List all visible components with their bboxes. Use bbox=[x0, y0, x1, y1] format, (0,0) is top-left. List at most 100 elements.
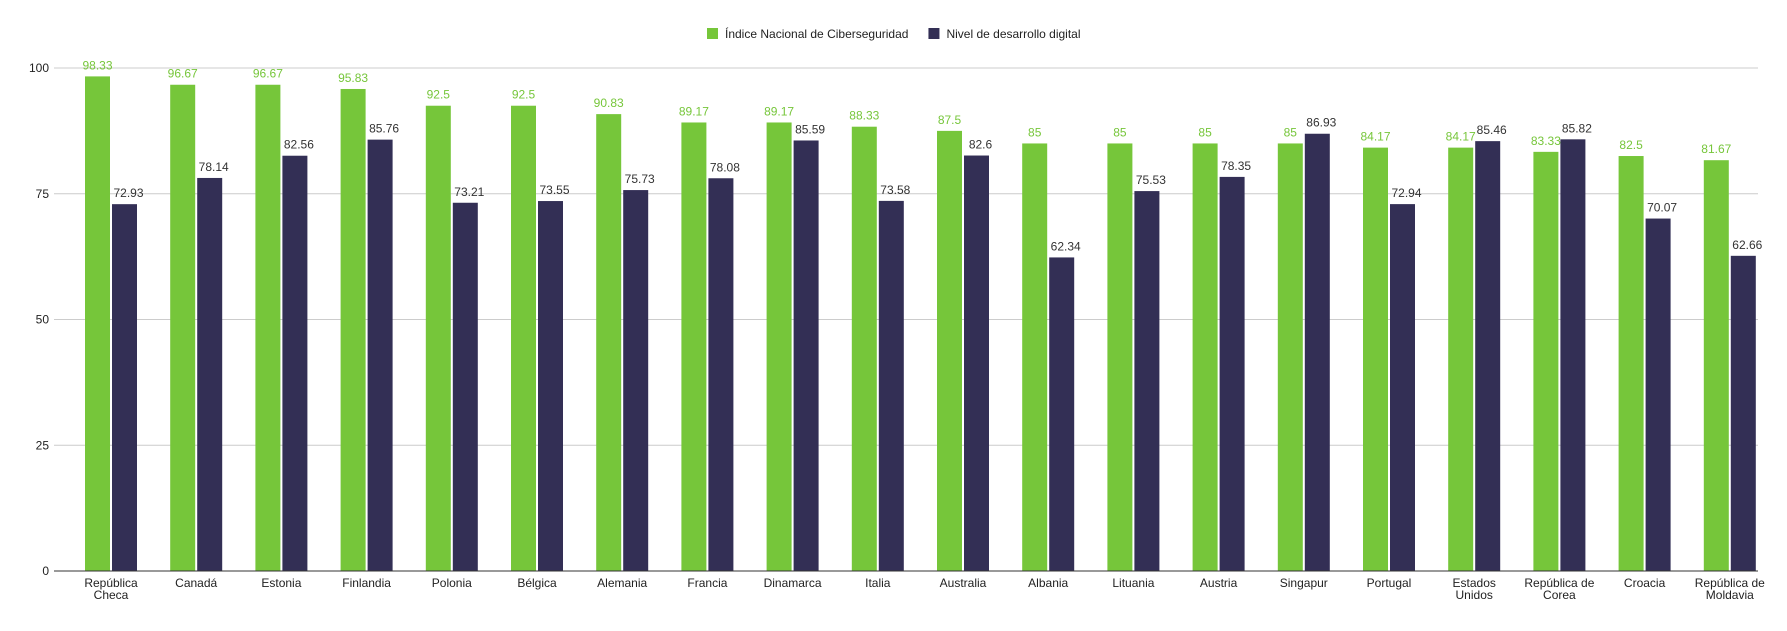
bar-desarrollo-digital bbox=[1390, 204, 1415, 571]
data-label: 85 bbox=[1284, 125, 1298, 139]
legend-item: Índice Nacional de Ciberseguridad bbox=[707, 26, 908, 41]
bar-ciberseguridad bbox=[1022, 143, 1048, 571]
category-group: 87.5 82.6 bbox=[937, 113, 993, 571]
x-tick-label: Austria bbox=[1200, 576, 1238, 590]
data-label: 83.33 bbox=[1531, 134, 1561, 148]
bar-desarrollo-digital bbox=[1304, 133, 1330, 571]
bar-ciberseguridad bbox=[766, 122, 792, 571]
bar-desarrollo-digital bbox=[623, 190, 649, 571]
data-label: 88.33 bbox=[849, 109, 879, 123]
x-tick-label: Alemania bbox=[597, 576, 647, 590]
bar-desarrollo-digital bbox=[793, 140, 819, 571]
category-group: 85 62.34 bbox=[1022, 125, 1081, 571]
x-tick-label: Finlandia bbox=[342, 576, 391, 590]
bar-desarrollo-digital bbox=[1049, 257, 1075, 571]
category-group: 85 75.53 bbox=[1107, 125, 1166, 571]
data-label: 75.73 bbox=[625, 172, 655, 186]
data-label: 82.56 bbox=[284, 138, 314, 152]
bar-desarrollo-digital bbox=[538, 201, 563, 571]
x-tick-label: Canadá bbox=[175, 576, 217, 590]
bar-ciberseguridad bbox=[681, 122, 707, 571]
bar-ciberseguridad bbox=[85, 76, 110, 572]
data-label: 78.14 bbox=[199, 160, 229, 174]
y-tick-label: 25 bbox=[36, 438, 50, 452]
data-label: 72.93 bbox=[113, 186, 143, 200]
bar-desarrollo-digital bbox=[282, 155, 308, 571]
bar-ciberseguridad bbox=[340, 88, 366, 571]
bar-desarrollo-digital bbox=[1645, 218, 1671, 571]
bar-desarrollo-digital bbox=[367, 139, 393, 571]
bar-desarrollo-digital bbox=[197, 177, 223, 571]
bar-desarrollo-digital bbox=[112, 204, 137, 571]
x-tick-label: República de Moldavia bbox=[1695, 576, 1765, 602]
data-label: 62.66 bbox=[1732, 238, 1762, 252]
category-group: 85 78.35 bbox=[1192, 125, 1251, 571]
bar-ciberseguridad bbox=[511, 105, 536, 571]
category-group: 96.67 82.56 bbox=[253, 67, 314, 571]
bar-ciberseguridad bbox=[596, 114, 622, 572]
data-label: 85.59 bbox=[795, 122, 825, 136]
chart-legend: Índice Nacional de Ciberseguridad Nivel d… bbox=[707, 26, 1081, 41]
y-axis: 0 25 50 75 100 bbox=[29, 61, 49, 578]
data-label: 62.34 bbox=[1051, 239, 1081, 253]
y-tick-label: 50 bbox=[36, 313, 50, 327]
category-group: 88.33 73.58 bbox=[849, 109, 911, 572]
data-label: 73.55 bbox=[539, 183, 569, 197]
bar-desarrollo-digital bbox=[878, 200, 904, 572]
category-group: 92.5 73.21 bbox=[425, 88, 485, 571]
bar-ciberseguridad bbox=[851, 126, 877, 571]
x-tick-label: Polonia bbox=[432, 576, 472, 590]
legend-label: Nivel de desarrollo digital bbox=[946, 27, 1080, 41]
x-tick-label: Croacia bbox=[1624, 576, 1666, 590]
x-tick-label: Francia bbox=[687, 576, 727, 590]
data-label: 73.58 bbox=[880, 183, 910, 197]
data-label: 81.67 bbox=[1701, 142, 1731, 156]
bar-ciberseguridad bbox=[1448, 147, 1474, 572]
data-label: 86.93 bbox=[1306, 116, 1336, 130]
bar-ciberseguridad bbox=[1192, 143, 1218, 571]
data-label: 85.46 bbox=[1477, 123, 1507, 137]
bar-desarrollo-digital bbox=[452, 202, 478, 571]
bar-desarrollo-digital bbox=[1475, 141, 1501, 571]
data-label: 90.83 bbox=[594, 96, 624, 110]
x-tick-label: Dinamarca bbox=[764, 576, 822, 590]
grid-lines bbox=[54, 67, 1758, 446]
category-group: 81.67 62.66 bbox=[1701, 142, 1763, 572]
y-tick-label: 0 bbox=[42, 564, 49, 578]
data-label: 70.07 bbox=[1647, 201, 1677, 215]
bar-ciberseguridad bbox=[1703, 160, 1729, 572]
category-group: 84.17 72.94 bbox=[1360, 130, 1422, 572]
data-label: 78.35 bbox=[1221, 159, 1251, 173]
category-group: 82.5 70.07 bbox=[1618, 138, 1677, 571]
data-label: 82.5 bbox=[1619, 138, 1643, 152]
bar-ciberseguridad bbox=[1107, 143, 1133, 571]
data-label: 72.94 bbox=[1391, 186, 1421, 200]
category-group: 90.83 75.73 bbox=[594, 96, 655, 572]
data-label: 89.17 bbox=[764, 104, 794, 118]
x-tick-label: Estados Unidos bbox=[1453, 576, 1496, 602]
data-label: 92.5 bbox=[512, 88, 536, 102]
y-tick-label: 100 bbox=[29, 61, 49, 75]
x-tick-label: República Checa bbox=[84, 576, 138, 602]
bar-desarrollo-digital bbox=[1134, 191, 1160, 571]
bar-desarrollo-digital bbox=[1730, 255, 1756, 572]
bar-ciberseguridad bbox=[1533, 151, 1559, 571]
bar-desarrollo-digital bbox=[964, 155, 989, 571]
x-tick-label: Estonia bbox=[261, 576, 301, 590]
x-tick-label: Italia bbox=[865, 576, 891, 590]
data-label: 89.17 bbox=[679, 104, 709, 118]
category-group: 95.83 85.76 bbox=[338, 71, 399, 571]
legend-swatch bbox=[928, 28, 940, 39]
category-group: 85 86.93 bbox=[1277, 116, 1337, 571]
x-tick-label: Lituania bbox=[1112, 576, 1154, 590]
data-label: 85 bbox=[1113, 125, 1127, 139]
bar-ciberseguridad bbox=[1363, 147, 1388, 572]
bar-ciberseguridad bbox=[937, 130, 962, 571]
bar-desarrollo-digital bbox=[708, 178, 734, 571]
bar-ciberseguridad bbox=[1277, 143, 1303, 571]
x-tick-label: Bélgica bbox=[517, 576, 557, 590]
x-tick-label: Singapur bbox=[1280, 576, 1328, 590]
data-label: 85.82 bbox=[1562, 121, 1592, 135]
